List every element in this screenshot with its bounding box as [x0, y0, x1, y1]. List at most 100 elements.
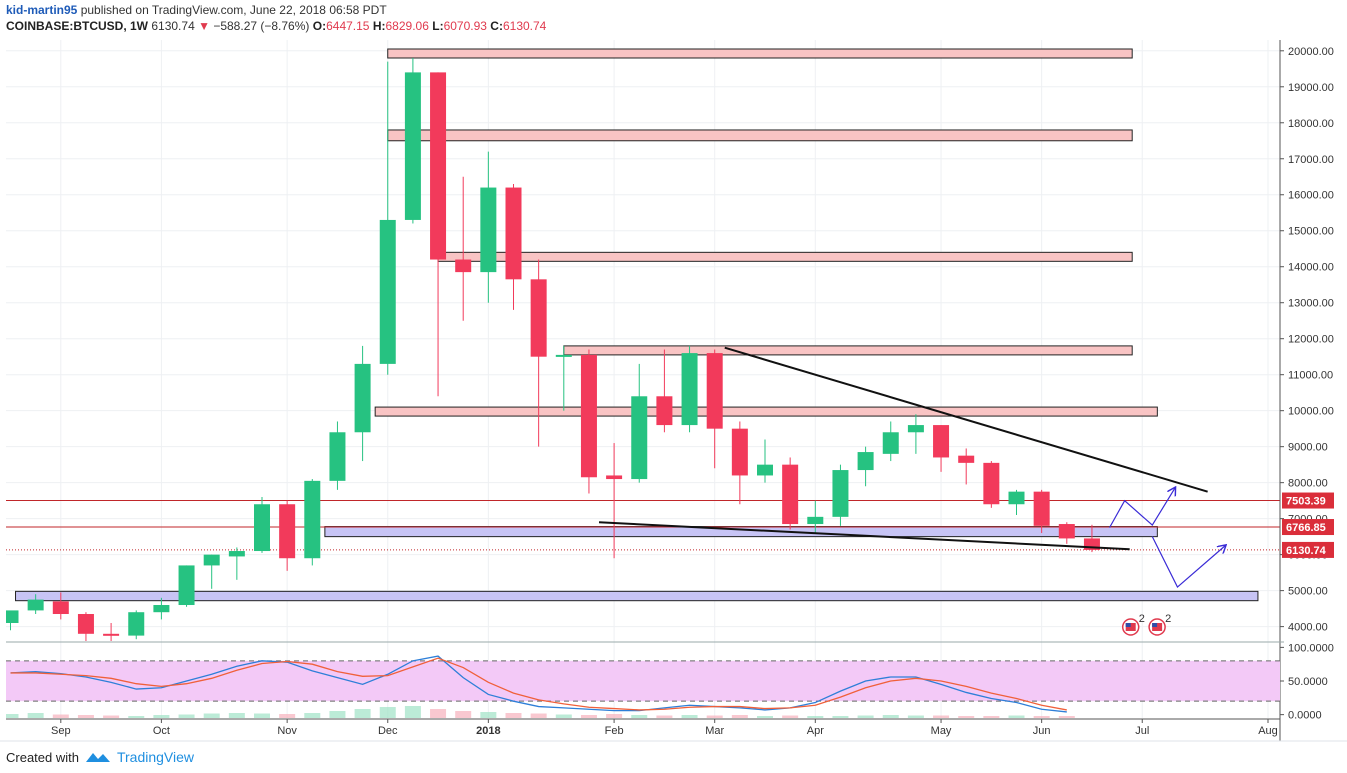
- candle: [757, 439, 773, 483]
- candle: [681, 345, 698, 433]
- candle-body: [832, 470, 849, 517]
- candle: [228, 547, 245, 580]
- candle-body: [782, 464, 799, 525]
- price-tick-label: 13000.00: [1288, 298, 1334, 310]
- price-tick-label: 17000.00: [1288, 154, 1334, 166]
- time-tick-label: Feb: [605, 725, 624, 737]
- volume-bar: [958, 716, 975, 718]
- time-tick-label: Oct: [153, 725, 170, 737]
- flag-canton: [1152, 623, 1158, 627]
- volume-bar: [857, 715, 874, 718]
- price-line-label: 7503.39: [1286, 496, 1326, 508]
- candle: [807, 500, 824, 534]
- candle-body: [706, 353, 723, 429]
- us-flag-icon: 2: [1121, 613, 1145, 636]
- price-tick-label: 16000.00: [1288, 190, 1334, 202]
- publish-line: kid-martin95 published on TradingView.co…: [6, 2, 546, 18]
- candle-body: [631, 396, 648, 480]
- time-tick-label: Jun: [1033, 725, 1051, 737]
- candle: [1008, 489, 1025, 516]
- blue-zone: [15, 590, 1259, 602]
- candle-body: [354, 363, 371, 433]
- candle-body: [555, 354, 572, 357]
- candle: [983, 461, 1000, 508]
- stoch-k-line: [10, 655, 1067, 713]
- candle-body: [304, 480, 321, 559]
- author-link[interactable]: kid-martin95: [6, 3, 78, 17]
- chart-header: kid-martin95 published on TradingView.co…: [6, 2, 546, 34]
- candle-body: [52, 601, 69, 615]
- candle-body: [480, 187, 497, 273]
- time-tick-label: Jul: [1135, 725, 1149, 737]
- candle: [128, 610, 145, 640]
- candle-body: [731, 428, 748, 476]
- volume-bar: [128, 716, 145, 718]
- candle: [6, 610, 19, 631]
- time-tick-label: Nov: [277, 725, 297, 737]
- candle: [706, 349, 723, 469]
- volume-bar: [706, 715, 723, 718]
- created-with-label: Created with: [6, 749, 79, 765]
- candle-body: [907, 425, 924, 433]
- candle: [907, 414, 924, 454]
- volume-bar: [907, 715, 924, 718]
- price-tick-label: 10000.00: [1288, 406, 1334, 418]
- price-tick-label: 4000.00: [1288, 622, 1328, 634]
- candle-body: [933, 425, 950, 458]
- volume-bar: [6, 714, 19, 718]
- candle-body: [681, 353, 698, 426]
- candle-body: [6, 610, 19, 624]
- grid-lines: [6, 40, 1280, 718]
- volume-bar: [983, 716, 1000, 718]
- volume-bar: [606, 714, 623, 718]
- volume-bar: [254, 713, 270, 718]
- low-value: 6070.93: [443, 19, 487, 33]
- red-zone: [387, 129, 1133, 142]
- event-count-label: 2: [1165, 613, 1171, 625]
- candle-body: [279, 504, 296, 559]
- candle: [555, 345, 572, 411]
- volume-bar: [681, 715, 698, 718]
- event-count-label: 2: [1139, 613, 1145, 625]
- candle: [631, 363, 648, 483]
- candle-body: [1058, 524, 1075, 539]
- tradingview-brand-link[interactable]: TradingView: [116, 749, 195, 765]
- candle-body: [606, 475, 623, 480]
- volume-bar: [304, 713, 321, 718]
- volume-bar: [52, 714, 69, 718]
- us-flag-icon: 2: [1148, 613, 1171, 636]
- candle-body: [430, 72, 447, 260]
- volume-bar: [430, 709, 447, 718]
- projection-arrow: [1109, 488, 1175, 528]
- osc-tick-label: 0.0000: [1288, 710, 1322, 722]
- volume-bar: [228, 713, 245, 718]
- candle: [77, 612, 94, 641]
- candle-body: [1033, 491, 1050, 526]
- stoch-d-line: [10, 657, 1067, 711]
- volume-bar: [279, 714, 296, 718]
- candle-body: [505, 187, 522, 280]
- price-label-box: [1282, 492, 1334, 509]
- last-price: 6130.74: [151, 19, 195, 33]
- candle-body: [203, 554, 220, 566]
- volume-bar: [1008, 715, 1025, 718]
- high-label: H:: [372, 19, 386, 33]
- candle: [203, 554, 220, 589]
- candle-body: [580, 354, 597, 478]
- price-tick-label: 18000.00: [1288, 118, 1334, 130]
- ohlc-line: COINBASE:BTCUSD, 1W 6130.74 ▼ −588.27 (−…: [6, 18, 546, 34]
- candle: [505, 183, 522, 310]
- volume-bar: [480, 712, 497, 718]
- volume-bar: [933, 715, 950, 718]
- candle: [153, 597, 170, 620]
- candle-body: [958, 455, 975, 463]
- volume-bar: [656, 715, 673, 718]
- candle-body: [103, 633, 120, 636]
- volume-bar: [379, 707, 396, 718]
- close-value: 6130.74: [502, 19, 547, 33]
- price-change: −588.27 (−8.76%): [213, 19, 310, 33]
- candle-body: [757, 464, 773, 476]
- price-tick-label: 8000.00: [1288, 478, 1328, 490]
- red-zone: [374, 406, 1158, 417]
